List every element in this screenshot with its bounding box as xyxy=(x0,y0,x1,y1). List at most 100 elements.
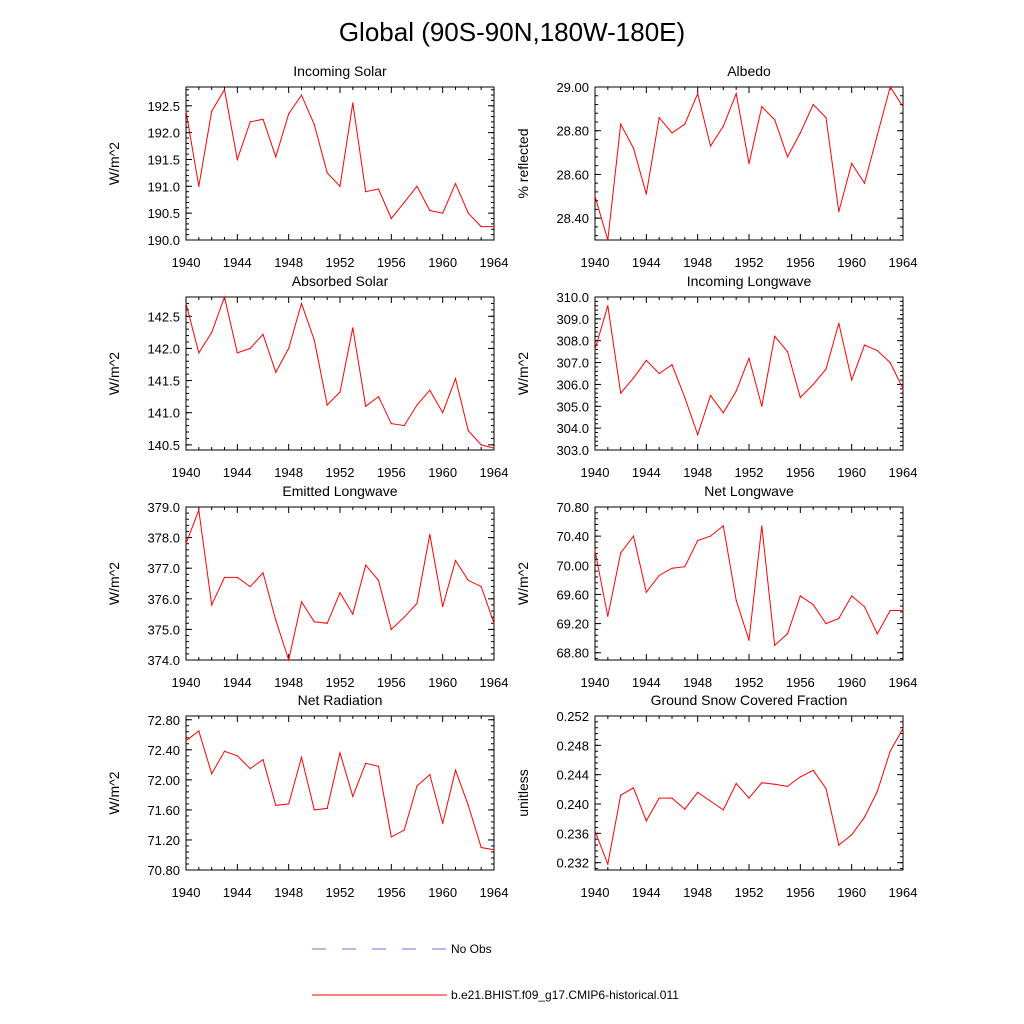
data-point xyxy=(467,804,469,806)
y-tick-label: 0.248 xyxy=(556,738,589,753)
data-point xyxy=(493,225,495,228)
data-point xyxy=(275,804,277,806)
data-point xyxy=(467,212,469,214)
data-point xyxy=(838,210,840,213)
data-point xyxy=(786,785,789,788)
data-point xyxy=(454,559,457,562)
data-point xyxy=(390,217,392,220)
y-tick-label: 72.80 xyxy=(147,713,180,728)
data-point xyxy=(594,550,596,552)
panel-title: Absorbed Solar xyxy=(292,273,389,289)
data-point xyxy=(838,322,840,324)
x-tick-label: 1964 xyxy=(889,675,918,690)
data-point xyxy=(658,372,660,375)
data-point xyxy=(198,352,200,354)
data-point xyxy=(352,102,354,104)
data-point xyxy=(799,595,801,597)
data-point xyxy=(429,389,431,391)
data-point xyxy=(339,752,341,754)
x-tick-label: 1940 xyxy=(581,885,610,900)
data-point xyxy=(671,364,673,366)
y-tick-label: 0.236 xyxy=(556,826,589,841)
data-point xyxy=(300,601,303,603)
data-point xyxy=(249,767,251,770)
data-point xyxy=(786,156,789,158)
data-point xyxy=(262,572,264,574)
x-tick-label: 1956 xyxy=(786,255,815,270)
data-point xyxy=(352,613,354,615)
y-tick-label: 310.0 xyxy=(556,290,589,305)
plot-frame xyxy=(594,715,904,871)
data-point xyxy=(863,606,866,608)
data-point xyxy=(454,183,457,185)
y-tick-label: 375.0 xyxy=(147,622,180,637)
panel-title: Incoming Longwave xyxy=(687,273,812,289)
plot-frame xyxy=(185,296,495,451)
data-point xyxy=(377,579,380,582)
panel-net-longwave: Net Longwave W/m^2 1940 1944 1948 1952 1956 196… xyxy=(515,483,917,690)
y-axis-label: W/m^2 xyxy=(106,142,122,185)
y-tick-label: 141.5 xyxy=(147,374,180,389)
data-point xyxy=(876,633,878,635)
data-point xyxy=(377,188,380,190)
data-point xyxy=(684,808,686,810)
x-tick-label: 1952 xyxy=(326,885,355,900)
data-point xyxy=(198,509,200,511)
data-point xyxy=(429,533,431,536)
data-point xyxy=(365,405,367,407)
x-tick-label: 1948 xyxy=(274,465,303,480)
data-point xyxy=(761,405,763,407)
y-tick-label: 68.80 xyxy=(556,646,589,661)
data-point xyxy=(288,113,290,115)
y-tick-label: 192.0 xyxy=(147,126,180,141)
x-tick-label: 1952 xyxy=(735,885,764,900)
y-tick-label: 141.0 xyxy=(147,406,180,421)
y-axis-label: unitless xyxy=(515,769,531,816)
data-point xyxy=(300,302,303,305)
data-point xyxy=(889,86,891,88)
x-tick-label: 1956 xyxy=(377,255,406,270)
data-point xyxy=(403,201,405,204)
data-point xyxy=(480,225,482,228)
data-point xyxy=(735,599,737,601)
x-tick-label: 1952 xyxy=(735,255,764,270)
y-tick-label: 307.0 xyxy=(556,356,589,371)
panel-title: Net Radiation xyxy=(298,692,383,708)
data-point xyxy=(722,525,724,527)
y-axis-label: W/m^2 xyxy=(515,352,531,395)
y-tick-label: 308.0 xyxy=(556,334,589,349)
data-point xyxy=(671,132,673,134)
data-point xyxy=(645,591,647,593)
data-point xyxy=(607,615,609,617)
data-point xyxy=(620,392,622,394)
y-tick-label: 71.60 xyxy=(147,803,180,818)
data-point xyxy=(594,830,596,832)
plot-frame xyxy=(185,715,495,871)
data-point xyxy=(403,829,405,831)
data-point xyxy=(185,302,187,305)
y-tick-label: 0.252 xyxy=(556,709,589,724)
data-point xyxy=(236,576,238,578)
y-tick-label: 304.0 xyxy=(556,421,589,436)
plot-frame xyxy=(185,86,495,241)
data-point xyxy=(632,535,635,537)
data-point xyxy=(645,820,647,822)
data-point xyxy=(429,773,431,776)
x-tick-label: 1952 xyxy=(326,675,355,690)
data-point xyxy=(185,543,187,545)
data-point xyxy=(442,605,444,608)
panel-net-radiation: Net Radiation W/m^2 1940 1944 1948 1952 1956 19… xyxy=(106,692,508,900)
data-point xyxy=(774,644,776,647)
x-tick-label: 1960 xyxy=(837,885,866,900)
data-point xyxy=(851,595,853,597)
y-tick-label: 72.00 xyxy=(147,773,180,788)
data-point xyxy=(658,574,660,577)
data-point xyxy=(313,339,315,341)
y-tick-label: 190.5 xyxy=(147,206,180,221)
x-tick-label: 1960 xyxy=(428,255,457,270)
panel-albedo: Albedo % reflected 1940 1944 1948 1952 1956 196… xyxy=(515,63,917,270)
data-point xyxy=(774,783,776,785)
data-point xyxy=(748,639,750,641)
data-point xyxy=(799,776,801,778)
